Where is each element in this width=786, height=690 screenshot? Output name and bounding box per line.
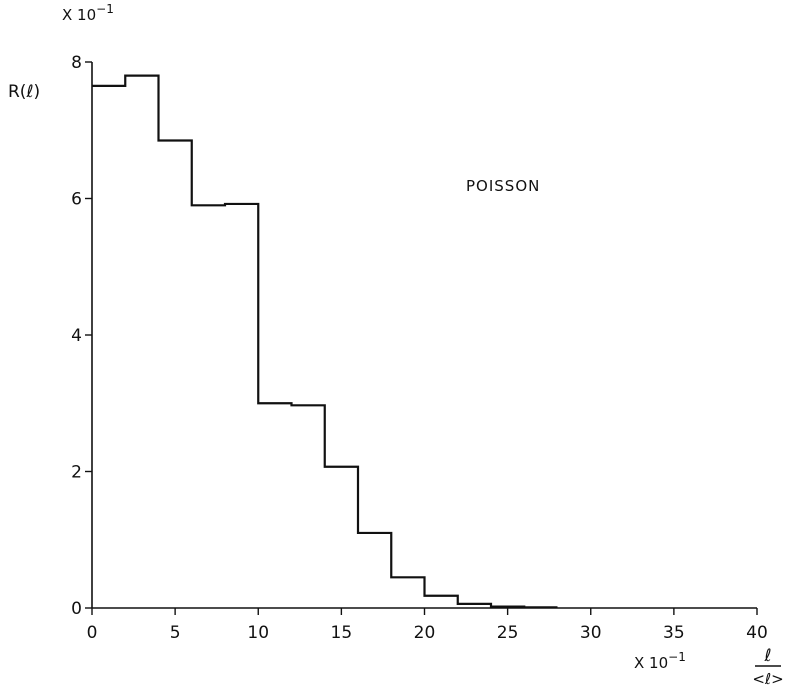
x-tick-label: 20 bbox=[414, 623, 436, 643]
histogram-bin bbox=[425, 596, 458, 608]
histogram-bin bbox=[258, 403, 291, 608]
x-tick-label: 40 bbox=[746, 623, 768, 643]
y-tick-label: 6 bbox=[71, 190, 82, 210]
y-tick-label: 2 bbox=[71, 463, 82, 483]
histogram-bin bbox=[358, 533, 391, 608]
poisson-annotation: POISSON bbox=[466, 177, 540, 195]
x-tick-label: 5 bbox=[170, 623, 181, 643]
x-label-numerator: ℓ bbox=[763, 646, 771, 666]
histogram-bin bbox=[292, 405, 325, 608]
histogram-bin bbox=[125, 76, 158, 608]
x-tick-label: 0 bbox=[87, 623, 98, 643]
x-tick-label: 25 bbox=[497, 623, 519, 643]
histogram-bin bbox=[92, 86, 125, 608]
x-tick-label: 30 bbox=[580, 623, 602, 643]
histogram-step-line bbox=[92, 74, 558, 609]
x-label-denominator: <ℓ> bbox=[752, 670, 783, 688]
histogram-bin bbox=[159, 140, 192, 608]
histogram-bin bbox=[192, 205, 225, 608]
x-scale-label: X 10−1 bbox=[634, 650, 686, 672]
histogram-bin bbox=[391, 577, 424, 608]
y-tick-label: 8 bbox=[71, 53, 82, 73]
x-tick-label: 35 bbox=[663, 623, 685, 643]
y-tick-label: 0 bbox=[71, 599, 82, 619]
tick-marks bbox=[85, 61, 758, 615]
y-axis-label: R(ℓ) bbox=[8, 82, 40, 102]
y-tick-label: 4 bbox=[71, 326, 82, 346]
x-tick-label: 15 bbox=[331, 623, 353, 643]
x-tick-label: 10 bbox=[247, 623, 269, 643]
y-scale-label: X 10−1 bbox=[62, 2, 114, 24]
histogram-bin bbox=[325, 467, 358, 608]
histogram-bin bbox=[225, 204, 258, 608]
